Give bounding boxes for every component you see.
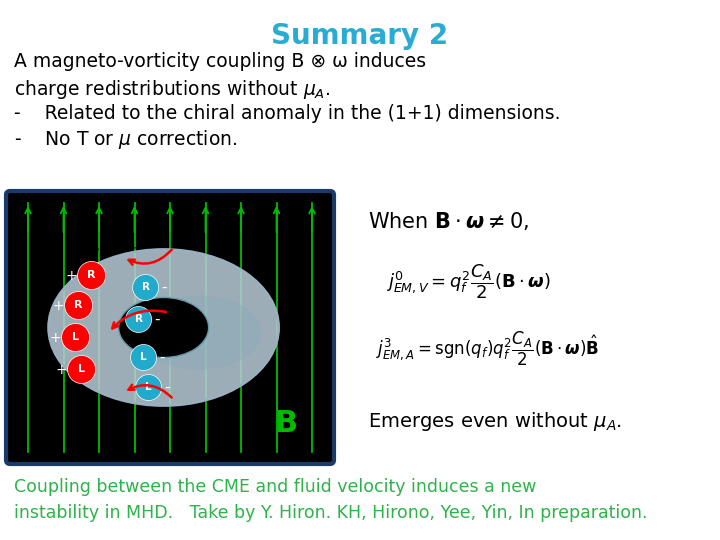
Ellipse shape [135, 295, 262, 369]
Text: charge redistributions without $\mu_A$.: charge redistributions without $\mu_A$. [14, 78, 330, 101]
Circle shape [68, 355, 96, 383]
Text: -: - [164, 380, 169, 395]
Text: -: - [161, 280, 166, 295]
Text: instability in MHD.   Take by Y. Hiron. KH, Hirono, Yee, Yin, In preparation.: instability in MHD. Take by Y. Hiron. KH… [14, 504, 647, 522]
Circle shape [62, 323, 89, 352]
Circle shape [78, 261, 106, 289]
Text: L: L [145, 382, 152, 393]
Circle shape [130, 345, 157, 370]
Text: R: R [74, 300, 83, 310]
Text: Coupling between the CME and fluid velocity induces a new: Coupling between the CME and fluid veloc… [14, 478, 536, 496]
Text: +: + [50, 330, 61, 345]
Text: R: R [142, 282, 150, 293]
Text: -    No T or $\mu$ correction.: - No T or $\mu$ correction. [14, 128, 238, 151]
Text: $j^0_{EM,V} = q_f^2\dfrac{C_A}{2}(\mathbf{B} \cdot \boldsymbol{\omega})$: $j^0_{EM,V} = q_f^2\dfrac{C_A}{2}(\mathb… [386, 262, 551, 301]
Text: +: + [55, 362, 68, 376]
FancyBboxPatch shape [6, 191, 334, 464]
Text: $\mathbf{B}$: $\mathbf{B}$ [274, 409, 297, 438]
Text: -: - [159, 350, 164, 365]
Text: Emerges even without $\mu_A.$: Emerges even without $\mu_A.$ [368, 410, 622, 433]
Text: -    Related to the chiral anomaly in the (1+1) dimensions.: - Related to the chiral anomaly in the (… [14, 104, 560, 123]
Text: R: R [87, 271, 96, 280]
Circle shape [135, 375, 161, 401]
Ellipse shape [48, 249, 279, 406]
Text: L: L [72, 333, 79, 342]
Text: A magneto-vorticity coupling B ⊗ ω induces: A magneto-vorticity coupling B ⊗ ω induc… [14, 52, 426, 71]
Text: +: + [53, 299, 64, 313]
Text: $j^3_{EM,A} = \mathrm{sgn}(q_f)q_f^2\dfrac{C_A}{2}(\mathbf{B} \cdot \boldsymbol{: $j^3_{EM,A} = \mathrm{sgn}(q_f)q_f^2\dfr… [376, 330, 599, 368]
Circle shape [132, 274, 158, 300]
Text: When $\mathbf{B} \cdot \boldsymbol{\omega} \neq 0,$: When $\mathbf{B} \cdot \boldsymbol{\omeg… [368, 210, 529, 232]
Circle shape [125, 307, 152, 333]
Ellipse shape [119, 298, 209, 357]
Text: L: L [78, 364, 85, 375]
Text: Summary 2: Summary 2 [271, 22, 449, 50]
Text: -: - [154, 312, 159, 327]
Circle shape [65, 292, 93, 320]
Text: R: R [135, 314, 143, 325]
Text: L: L [140, 353, 147, 362]
Text: +: + [66, 268, 78, 282]
